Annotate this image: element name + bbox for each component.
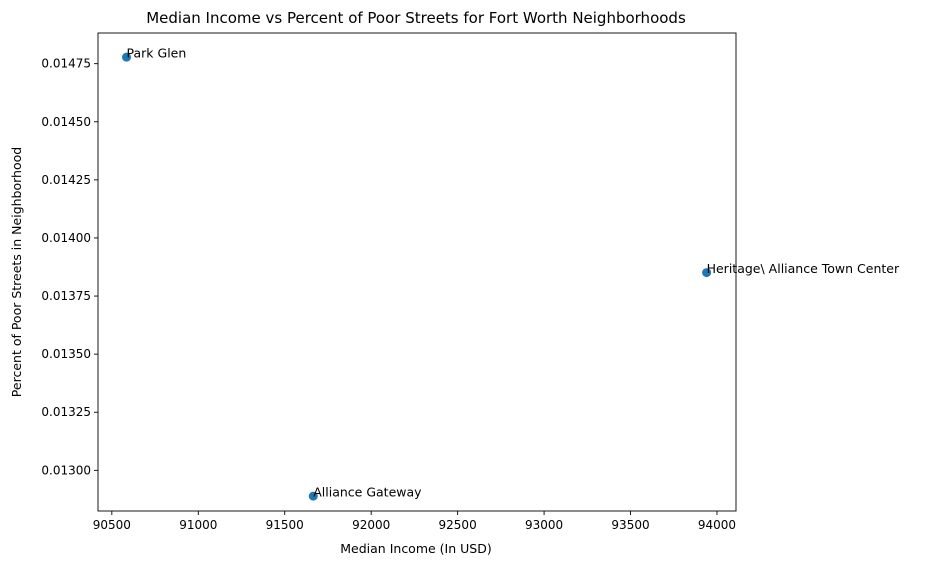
y-tick-label: 0.01300 <box>41 463 91 477</box>
x-tick-label: 91000 <box>179 518 217 532</box>
scatter-point <box>308 491 318 501</box>
y-tick-label: 0.01325 <box>41 405 91 419</box>
y-tick-label: 0.01400 <box>41 231 91 245</box>
x-tick-label: 91500 <box>266 518 304 532</box>
y-tick-label: 0.01450 <box>41 115 91 129</box>
y-tick-label: 0.01475 <box>41 57 91 71</box>
x-tick-label: 93500 <box>611 518 649 532</box>
scatter-point <box>702 268 712 278</box>
y-axis-label: Percent of Poor Streets in Neighborhood <box>9 147 24 397</box>
x-tick-label: 94000 <box>698 518 736 532</box>
point-label: Park Glen <box>127 46 187 61</box>
x-tick-label: 90500 <box>93 518 131 532</box>
x-axis: 90500 91000 91500 92000 92500 93000 93500 94000 <box>93 511 736 532</box>
y-axis: 0.01300 0.01325 0.01350 0.01375 0.01400 0.014… <box>41 57 98 477</box>
scatter-point <box>122 52 132 62</box>
data-points: Park Glen Heritage\ Alliance Town Center A… <box>122 46 900 501</box>
y-tick-label: 0.01350 <box>41 347 91 361</box>
point-label: Alliance Gateway <box>313 485 422 500</box>
plot-frame <box>97 32 737 512</box>
x-tick-label: 92500 <box>439 518 477 532</box>
point-label: Heritage\ Alliance Town Center <box>707 261 900 276</box>
x-tick-label: 92000 <box>352 518 390 532</box>
plot-area <box>97 32 737 512</box>
y-tick-label: 0.01425 <box>41 173 91 187</box>
chart-title: Median Income vs Percent of Poor Streets… <box>146 9 686 27</box>
x-axis-label: Median Income (In USD) <box>340 541 491 556</box>
x-tick-label: 93000 <box>525 518 563 532</box>
y-tick-label: 0.01375 <box>41 289 91 303</box>
